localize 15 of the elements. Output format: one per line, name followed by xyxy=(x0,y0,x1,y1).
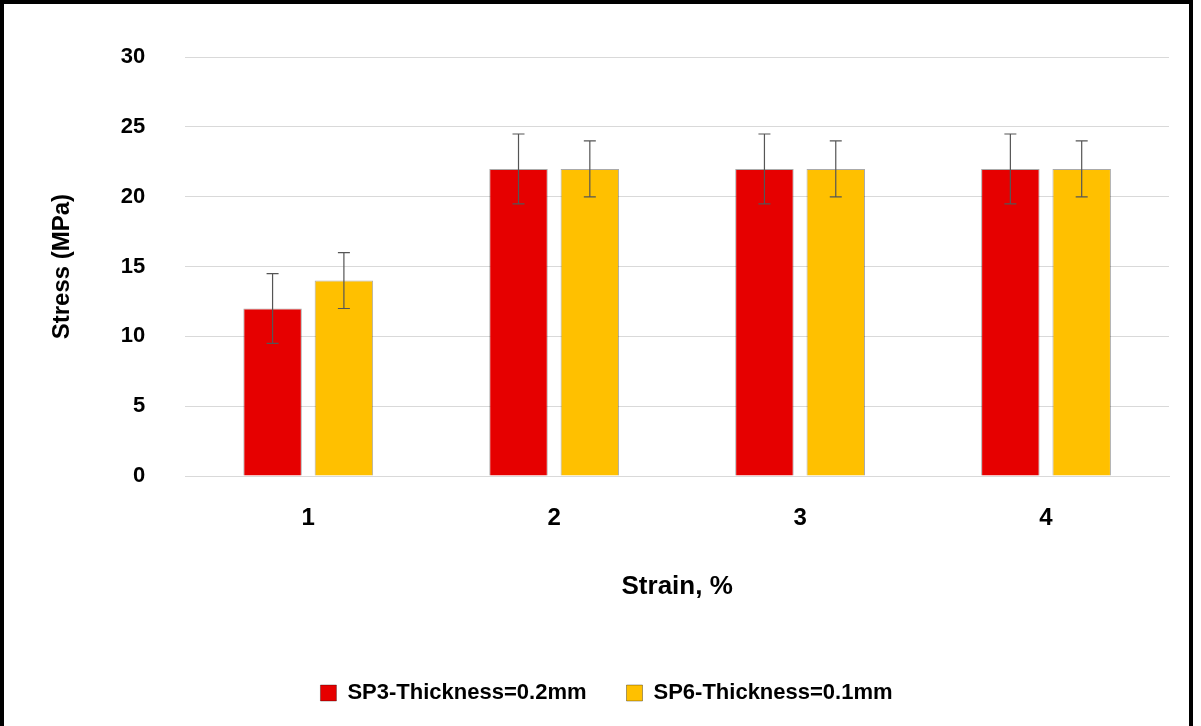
x-tick-label: 1 xyxy=(301,503,315,531)
y-tick-label: 10 xyxy=(120,322,146,348)
y-tick-label: 30 xyxy=(120,43,146,69)
x-tick-label: 3 xyxy=(793,503,807,531)
y-tick-label: 25 xyxy=(120,113,146,139)
x-tick-label: 4 xyxy=(1039,503,1054,531)
y-axis-title: Stress (MPa) xyxy=(47,193,75,340)
legend-label: SP3-Thickness=0.2mm xyxy=(347,679,587,705)
y-tick-label: 20 xyxy=(120,182,146,208)
x-axis-title: Strain, % xyxy=(621,569,733,600)
y-tick-label: 15 xyxy=(120,252,146,278)
y-tick-label: 0 xyxy=(133,462,146,488)
x-tick-label: 2 xyxy=(547,503,561,531)
y-tick-label: 5 xyxy=(133,392,146,418)
legend-label: SP6-Thickness=0.1mm xyxy=(653,679,893,705)
